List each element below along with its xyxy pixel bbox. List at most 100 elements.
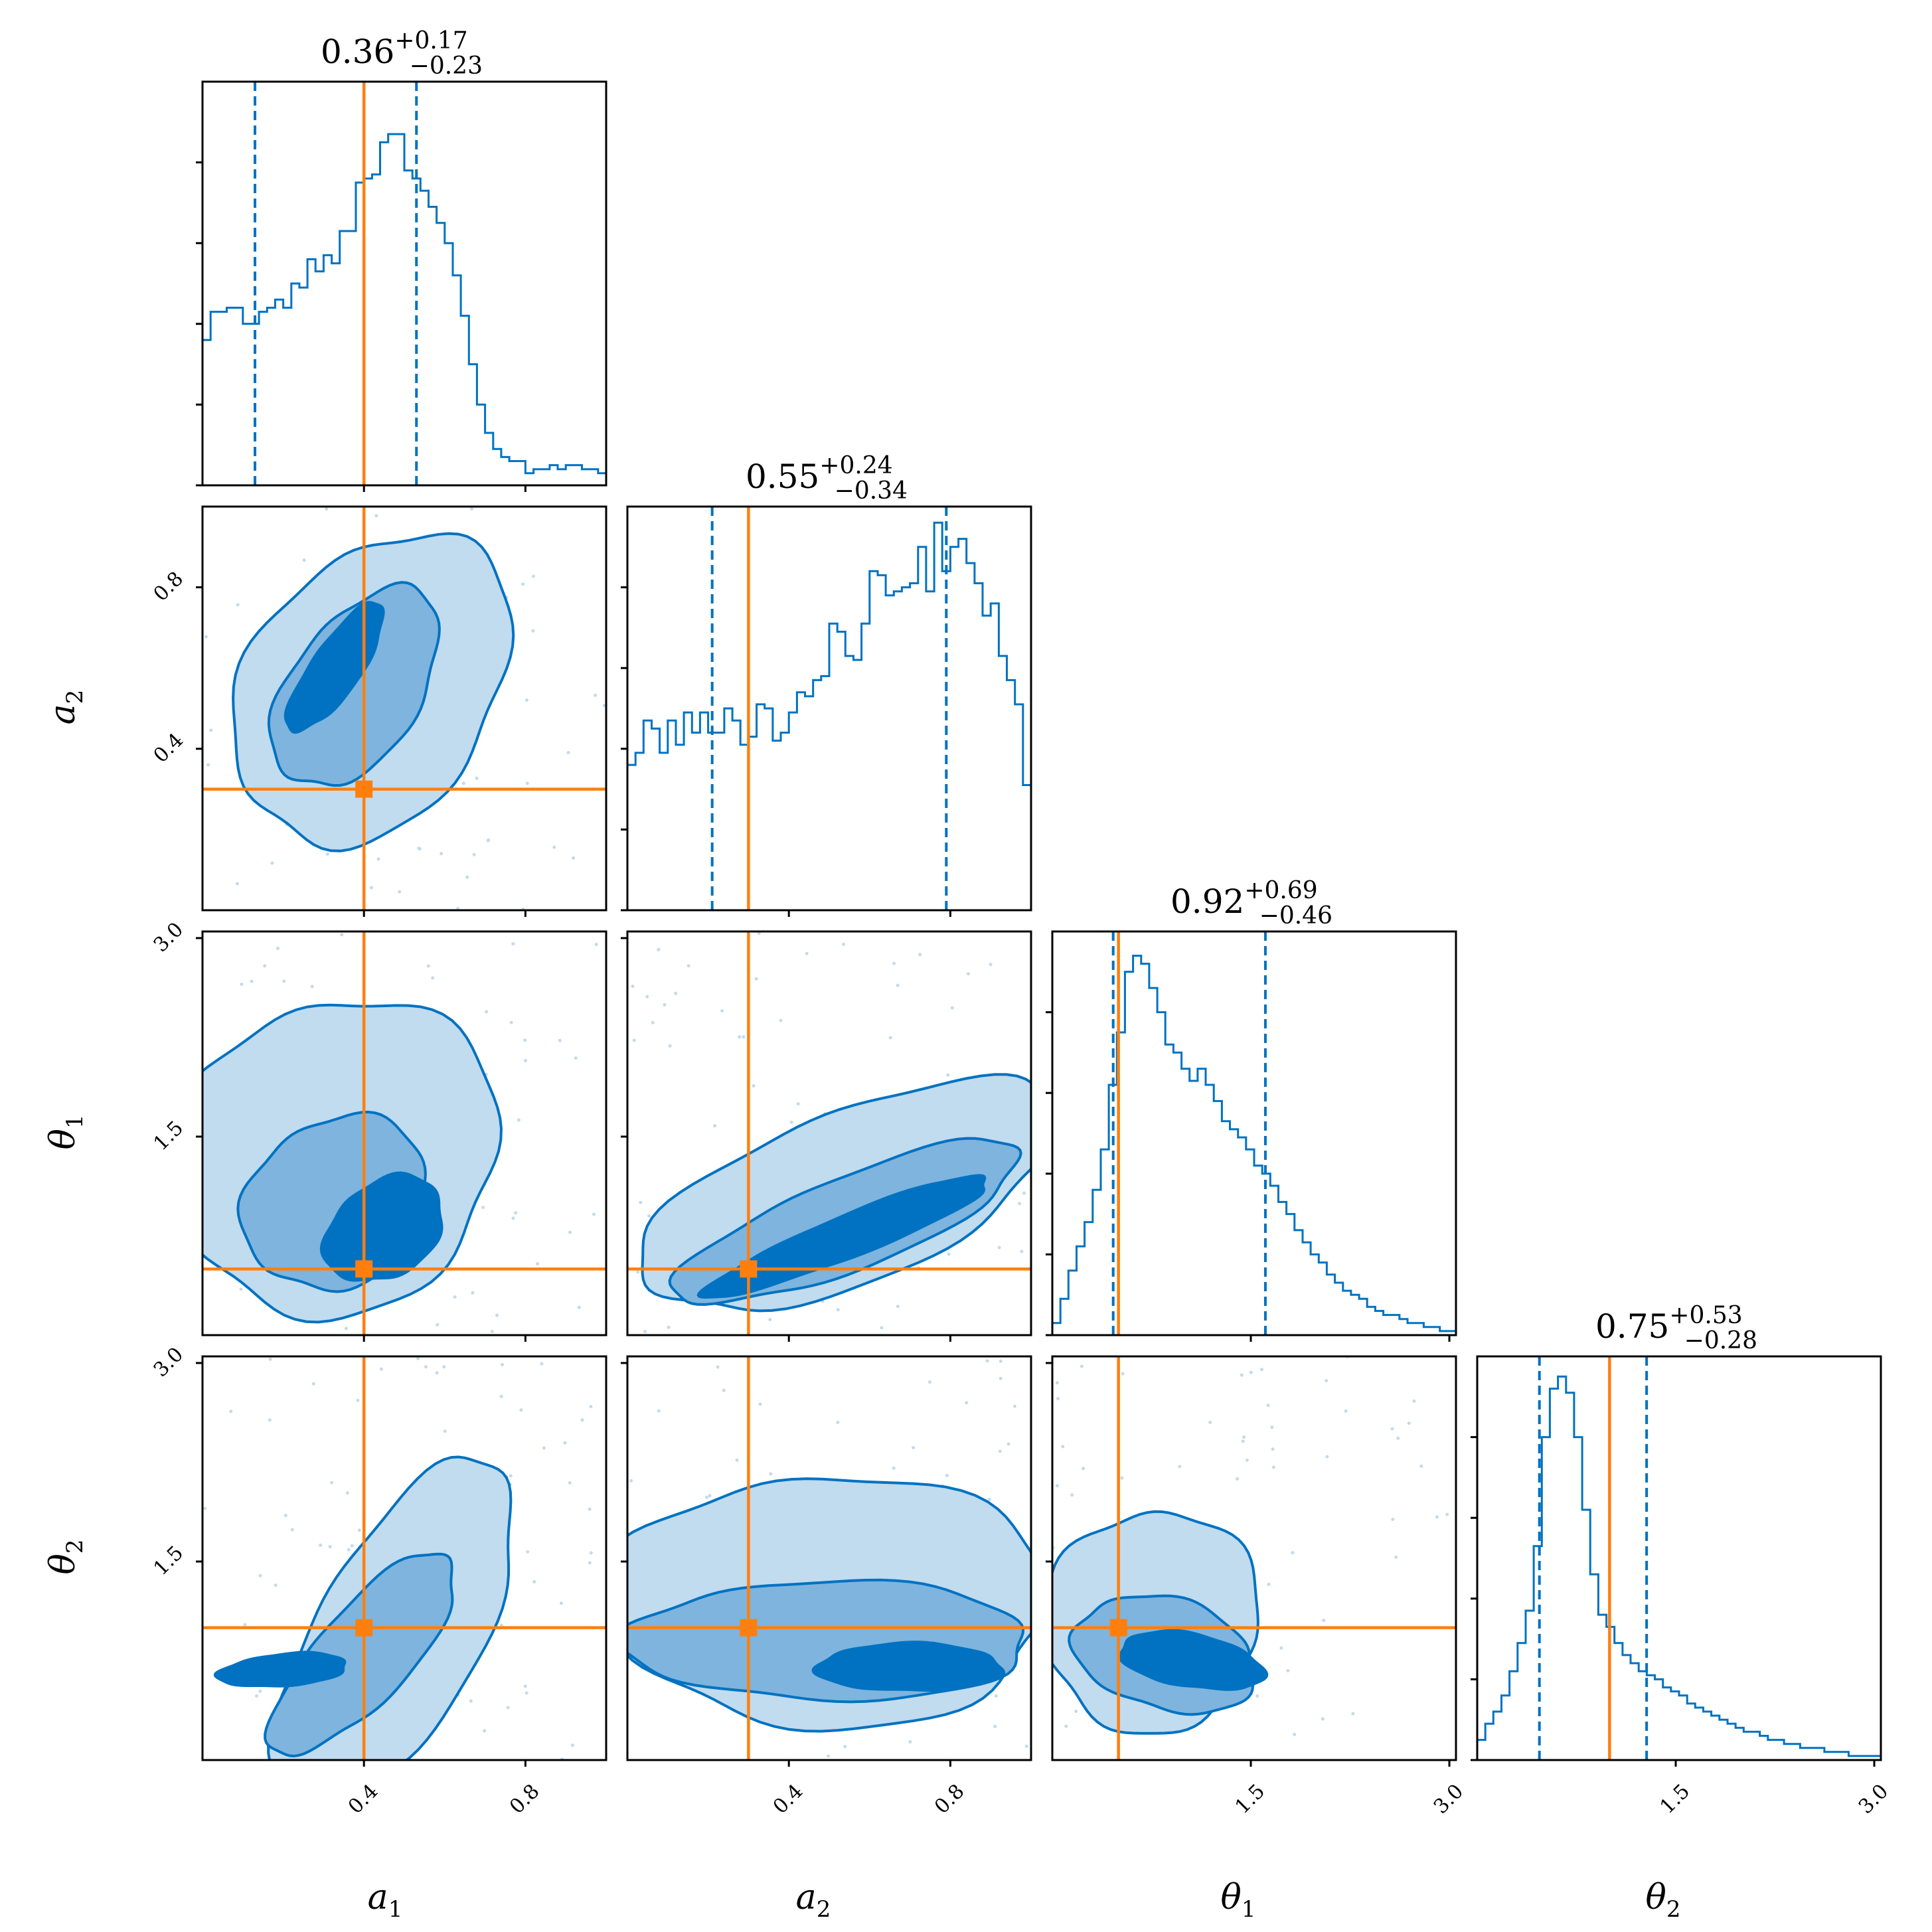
panel-1-0: 0.4 0.8 [149, 505, 607, 917]
scatter-point [568, 1481, 572, 1485]
scatter-point [1435, 1515, 1439, 1519]
scatter-point [310, 985, 314, 989]
scatter-point [966, 972, 970, 976]
scatter-point [645, 995, 649, 999]
scatter-point [506, 1706, 510, 1710]
scatter-point [465, 875, 469, 879]
scatter-point [722, 1388, 726, 1392]
scatter-point [789, 1120, 793, 1124]
scatter-point [481, 1206, 485, 1210]
scatter-point [1266, 1404, 1270, 1408]
contour-level-3 [319, 1171, 443, 1282]
scatter-point [1012, 1404, 1016, 1408]
scatter-point [1271, 1465, 1275, 1469]
scatter-point [203, 1506, 206, 1510]
scatter-point [552, 845, 556, 849]
scatter-point [379, 1367, 383, 1371]
scatter-point [250, 979, 254, 983]
scatter-point [1259, 1368, 1263, 1372]
scatter-point [1412, 1399, 1416, 1403]
scatter-point [1022, 1191, 1026, 1195]
scatter-point [398, 890, 402, 894]
scatter-point [842, 942, 845, 946]
scatter-point [514, 1211, 518, 1215]
scatter-point [566, 751, 570, 755]
scatter-point [1208, 1421, 1212, 1424]
scatter-point [1082, 1467, 1086, 1471]
scatter-point [570, 1743, 574, 1747]
scatter-point [1351, 1712, 1355, 1716]
scatter-point [236, 603, 240, 607]
scatter-point [1271, 1447, 1275, 1451]
scatter-point [440, 852, 443, 856]
panel-frame [626, 505, 1032, 912]
scatter-point [239, 1287, 243, 1291]
scatter-point [663, 1003, 667, 1006]
truth-marker [740, 1260, 758, 1278]
x-axis-title-theta1: θ1 [1221, 1878, 1256, 1923]
scatter-point [738, 1035, 742, 1039]
scatter-point [560, 1601, 563, 1605]
scatter-point [206, 763, 210, 767]
panel-frame [201, 505, 607, 912]
scatter-point [495, 1313, 499, 1317]
scatter-point [580, 1418, 584, 1422]
scatter-point [258, 1689, 262, 1693]
scatter-point [1070, 1493, 1074, 1497]
scatter-point [302, 558, 306, 562]
panel-frame [626, 930, 1032, 1336]
scatter-point [424, 1365, 428, 1369]
x-tick-label: 1.5 [1656, 1780, 1694, 1818]
x-tick-label: 3.0 [1854, 1780, 1893, 1818]
scatter-point [572, 856, 576, 860]
scatter-point [1255, 1694, 1259, 1698]
scatter-point [742, 1035, 746, 1039]
scatter-point [758, 1402, 762, 1406]
scatter-point [708, 1494, 712, 1498]
scatter-point [1018, 1202, 1021, 1206]
scatter-point [1055, 1381, 1059, 1385]
scatter-point [485, 1010, 489, 1014]
scatter-point [519, 1408, 523, 1412]
scatter-point [950, 1006, 954, 1010]
panel-3-2: 1.5 3.0 [1046, 1355, 1468, 1818]
scatter-point [229, 1409, 233, 1413]
scatter-point [319, 1543, 323, 1547]
scatter-point [1270, 1425, 1274, 1429]
histogram-theta1 [1052, 955, 1456, 1335]
scatter-point [594, 693, 598, 697]
scatter-point [426, 964, 430, 968]
scatter-point [796, 1102, 800, 1106]
scatter-point [998, 1449, 1002, 1453]
y-tick-label: 0.8 [149, 567, 188, 605]
contour-level-3 [213, 1650, 347, 1688]
y-tick-label: 1.5 [149, 1117, 188, 1155]
scatter-point [647, 1214, 651, 1218]
scatter-point [268, 1357, 272, 1361]
scatter-point [946, 1073, 950, 1077]
scatter-point [987, 1497, 991, 1501]
scatter-point [532, 1580, 536, 1583]
scatter-point [443, 1429, 447, 1433]
panel-frame [1051, 930, 1457, 1336]
panel-content [1477, 1356, 1881, 1760]
x-axis-title-a1: a1 [368, 1878, 403, 1923]
scatter-point [1293, 1733, 1297, 1736]
scatter-point [1056, 1484, 1059, 1488]
scatter-point [282, 979, 286, 983]
scatter-point [657, 947, 661, 951]
scatter-point [525, 781, 529, 785]
scatter-point [674, 991, 678, 995]
scatter-point [589, 1405, 593, 1409]
scatter-point [1120, 1476, 1124, 1480]
scatter-point [523, 1059, 527, 1062]
x-tick-label: 0.4 [769, 1780, 807, 1818]
scatter-point [631, 985, 635, 989]
scatter-point [487, 838, 491, 842]
scatter-point [531, 574, 535, 578]
scatter-point [779, 1018, 783, 1022]
scatter-point [805, 951, 809, 955]
scatter-point [1394, 1555, 1398, 1559]
scatter-point [431, 976, 435, 980]
panel-3-0: 1.5 3.0 0.4 0.8 [149, 1343, 607, 1818]
